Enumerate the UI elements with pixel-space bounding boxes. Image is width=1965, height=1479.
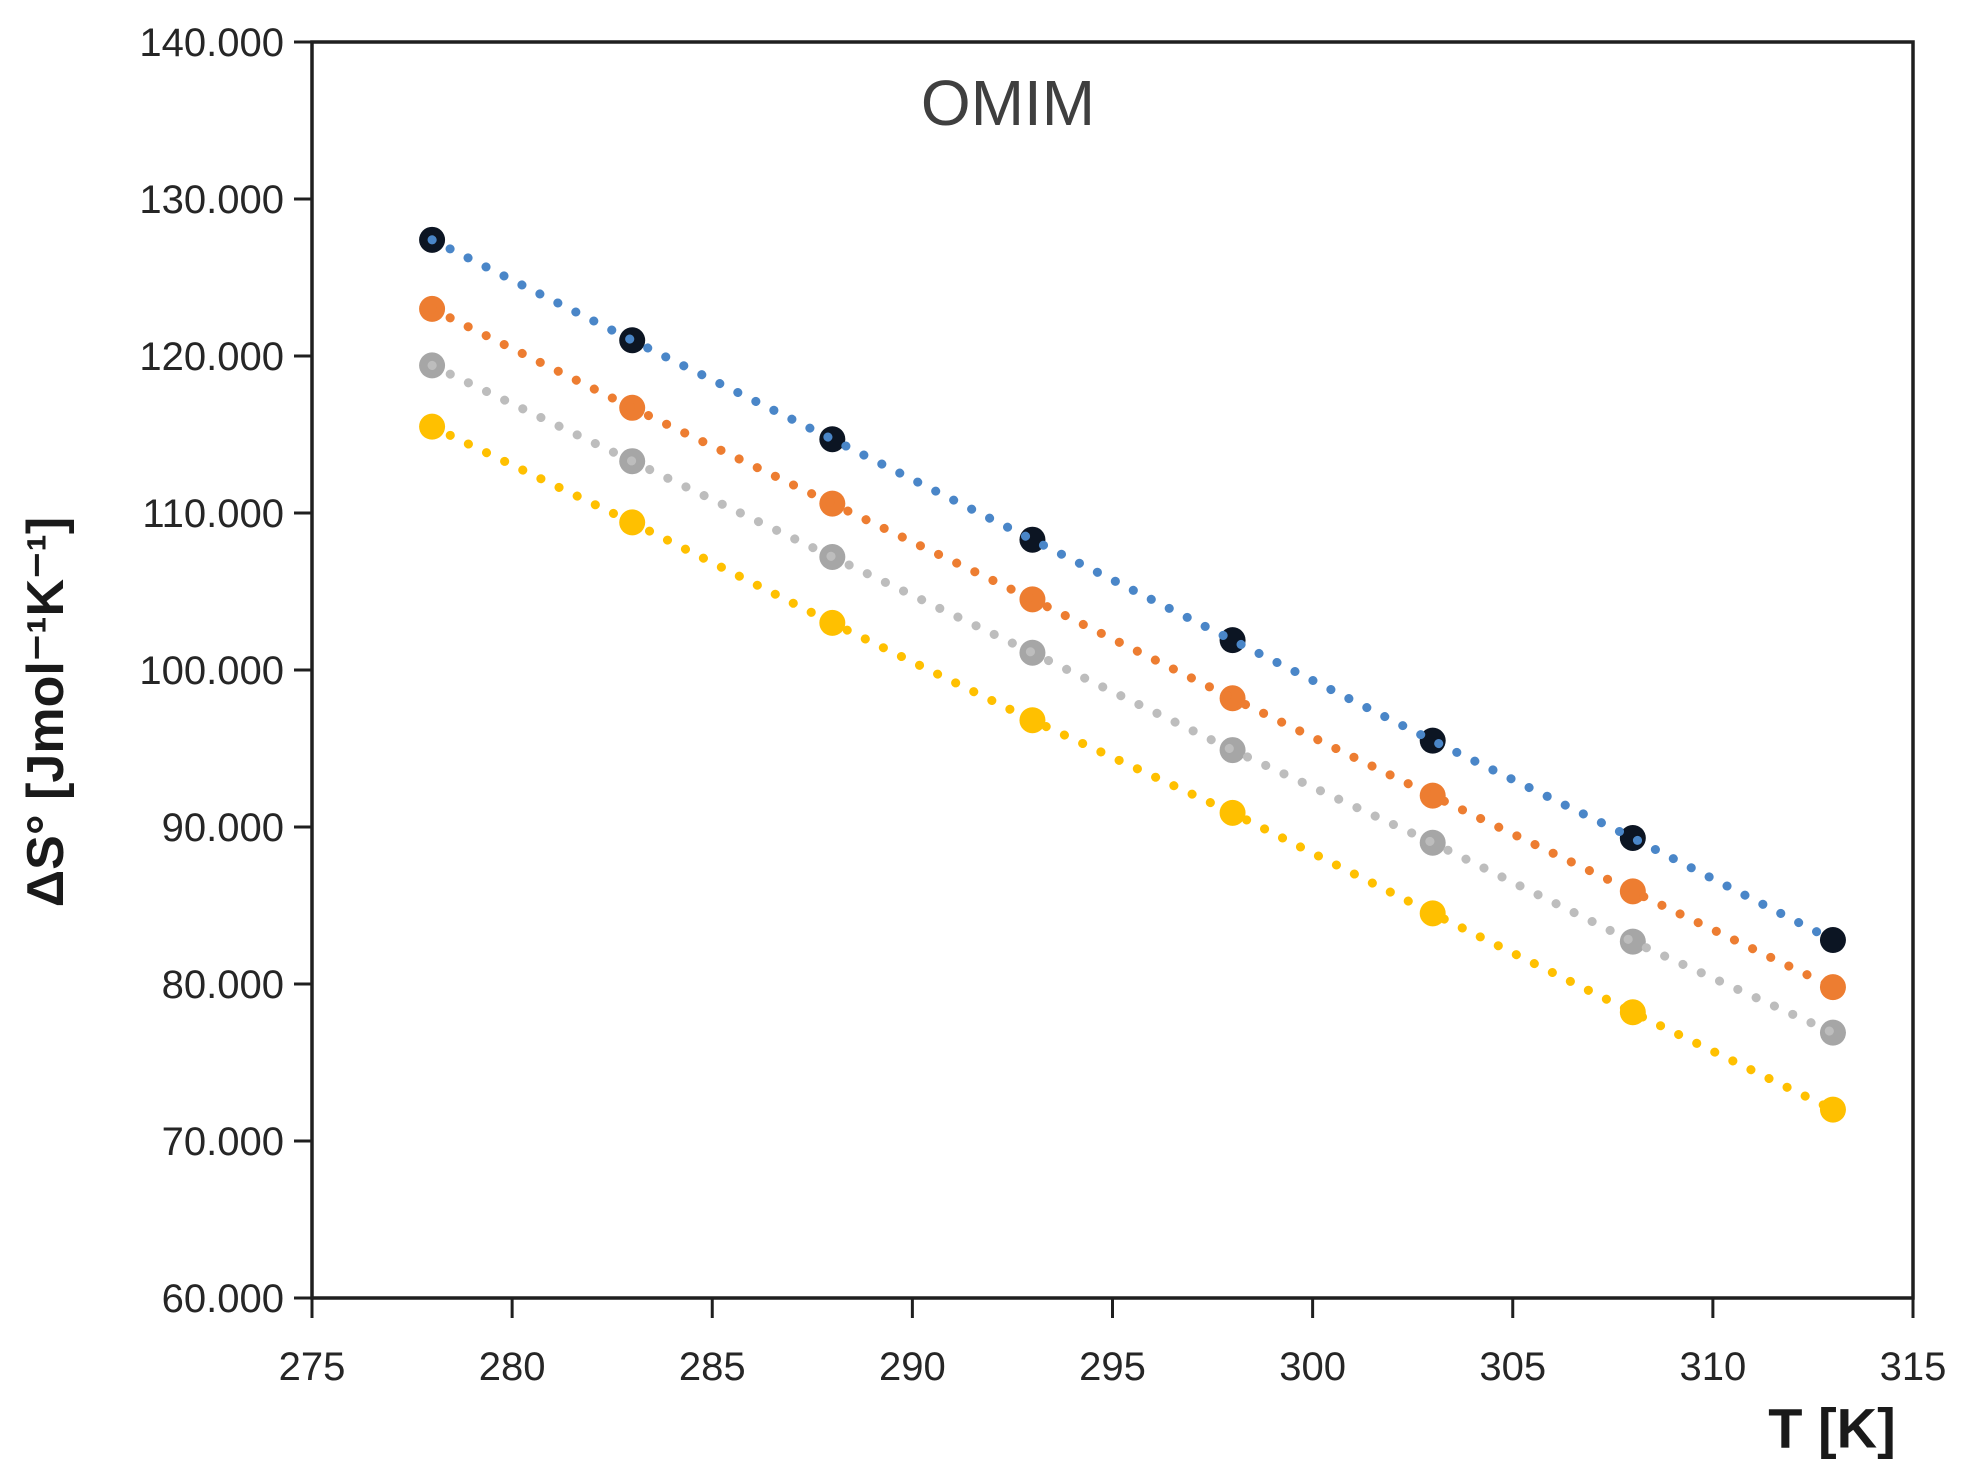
series-yellow-trendline xyxy=(427,422,1838,1115)
series-dark-navy-trendline xyxy=(427,235,1838,945)
y-tick-label: 100.000 xyxy=(139,649,284,693)
y-tick-label: 140.000 xyxy=(139,21,284,65)
x-tick-label: 285 xyxy=(679,1345,746,1389)
y-axis-title: ΔS° [Jmol⁻¹K⁻¹] xyxy=(17,516,75,908)
series-dark-navy-marker xyxy=(1619,824,1646,851)
y-tick-label: 110.000 xyxy=(142,492,284,536)
chart-title: OMIM xyxy=(920,67,1096,139)
x-tick-label: 295 xyxy=(1079,1345,1146,1389)
y-tick-label: 60.000 xyxy=(162,1277,284,1321)
y-tick-label: 130.000 xyxy=(139,178,284,222)
x-tick-label: 315 xyxy=(1880,1345,1947,1389)
y-tick-label: 120.000 xyxy=(139,335,284,379)
x-tick-label: 290 xyxy=(879,1345,946,1389)
y-tick-label: 70.000 xyxy=(162,1120,284,1164)
series-orange-marker xyxy=(1219,685,1246,712)
y-tick-label: 80.000 xyxy=(162,963,284,1007)
series-gray-trendline xyxy=(427,360,1838,1038)
x-axis-title: T [K] xyxy=(1768,1396,1896,1460)
x-tick-label: 280 xyxy=(479,1345,546,1389)
plot-border xyxy=(310,40,1915,1300)
x-tick-label: 305 xyxy=(1479,1345,1546,1389)
x-tick-label: 300 xyxy=(1279,1345,1346,1389)
series-orange-trendline xyxy=(427,304,1838,992)
y-tick-label: 90.000 xyxy=(162,806,284,850)
x-tick-label: 310 xyxy=(1680,1345,1747,1389)
series-dark-navy-marker xyxy=(1819,927,1846,954)
series-dark-navy-marker xyxy=(819,426,846,453)
x-tick-label: 275 xyxy=(279,1345,346,1389)
series-gray-marker xyxy=(1619,928,1646,955)
series-yellow-marker xyxy=(1019,707,1046,734)
